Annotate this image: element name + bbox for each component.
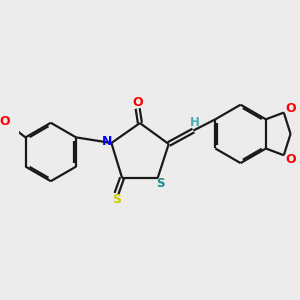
Text: H: H xyxy=(190,116,200,129)
Text: O: O xyxy=(132,96,143,110)
Text: S: S xyxy=(156,177,164,190)
Text: O: O xyxy=(0,115,10,128)
Text: O: O xyxy=(285,153,296,166)
Text: S: S xyxy=(112,193,121,206)
Text: N: N xyxy=(102,135,112,148)
Text: O: O xyxy=(285,102,296,115)
